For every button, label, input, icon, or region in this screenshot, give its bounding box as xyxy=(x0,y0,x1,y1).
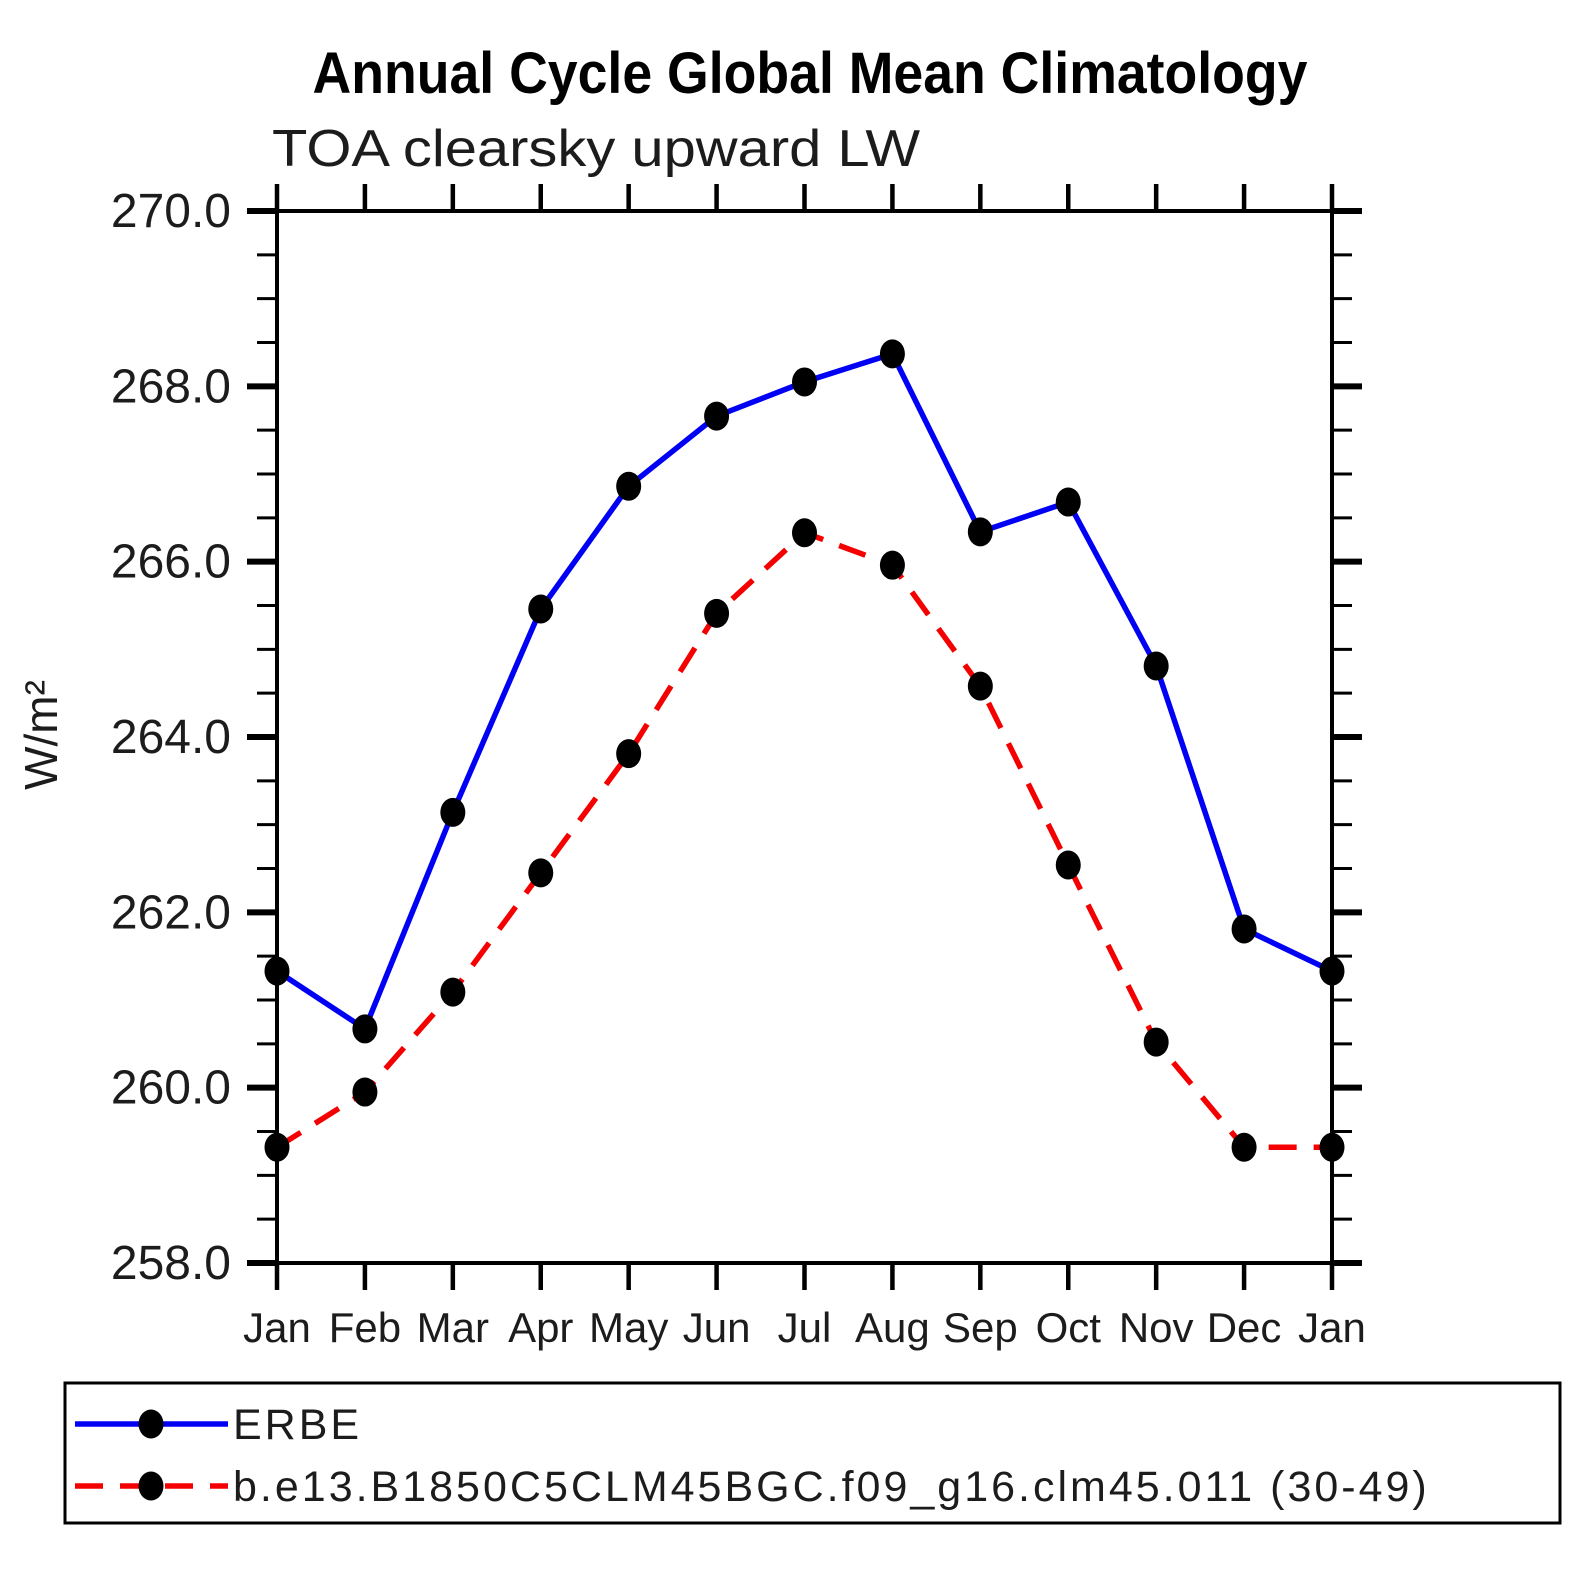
data-point xyxy=(264,1132,290,1162)
x-tick-label: Oct xyxy=(1036,1304,1102,1351)
data-point xyxy=(879,339,905,369)
data-point xyxy=(616,471,642,501)
y-tick-label: 262.0 xyxy=(111,886,231,939)
x-tick-label: Apr xyxy=(508,1304,573,1351)
data-point xyxy=(1231,1132,1257,1162)
x-tick-label: Mar xyxy=(417,1304,489,1351)
x-axis-ticks xyxy=(274,184,1335,1290)
y-tick-label: 266.0 xyxy=(111,536,231,589)
data-point xyxy=(352,1014,378,1044)
series-line-0 xyxy=(275,350,1334,1034)
y-axis-ticks xyxy=(247,208,1362,1266)
data-point xyxy=(1055,850,1081,880)
legend-label: b.e13.B1850C5CLM45BGC.f09_g16.clm45.011 … xyxy=(233,1463,1430,1511)
data-point xyxy=(704,598,730,628)
x-tick-label: Jan xyxy=(1298,1304,1366,1351)
series-line-1 xyxy=(275,529,1332,1151)
y-axis-tick-labels: 258.0 260.0 262.0 264.0 266.0 268.0 270.0 xyxy=(111,185,231,1290)
legend: ERBE b.e13.B1850C5CLM45BGC.f09_g16.clm45.… xyxy=(63,1381,1562,1525)
data-point xyxy=(792,518,817,548)
y-tick-label: 260.0 xyxy=(111,1062,231,1115)
chart-title: Annual Cycle Global Mean Climatology xyxy=(313,41,1308,106)
legend-label: ERBE xyxy=(233,1401,362,1449)
chart-subtitle: TOA clearsky upward LW xyxy=(272,120,920,178)
x-tick-label: Feb xyxy=(329,1304,401,1351)
data-point xyxy=(616,739,642,769)
x-tick-label: Jun xyxy=(683,1304,751,1351)
x-tick-label: Dec xyxy=(1207,1304,1282,1351)
y-tick-label: 258.0 xyxy=(111,1237,231,1290)
data-point xyxy=(792,367,817,397)
data-point xyxy=(352,1077,378,1107)
legend-marker xyxy=(138,1471,164,1501)
x-tick-label: Jul xyxy=(778,1304,832,1351)
data-point xyxy=(440,797,466,827)
data-point xyxy=(879,550,905,580)
x-tick-label: Nov xyxy=(1119,1304,1194,1351)
legend-marker xyxy=(138,1409,164,1439)
x-tick-label: May xyxy=(589,1304,668,1351)
data-point xyxy=(440,977,466,1007)
legend-box xyxy=(63,1381,1562,1525)
data-point xyxy=(1055,487,1081,517)
x-tick-label: Sep xyxy=(943,1304,1018,1351)
data-point xyxy=(264,956,290,986)
data-point xyxy=(528,594,554,624)
data-point xyxy=(528,858,554,888)
x-axis-tick-labels: Jan Feb Mar Apr May Jun Jul Aug Sep Oct Nov Dec Jan xyxy=(243,1304,1366,1351)
x-tick-label: Aug xyxy=(855,1304,930,1351)
y-axis-label: W/m² xyxy=(15,680,67,790)
x-tick-label: Jan xyxy=(243,1304,311,1351)
data-point xyxy=(1143,651,1169,681)
data-point xyxy=(704,401,730,431)
data-point xyxy=(967,671,993,701)
data-point xyxy=(1319,1132,1345,1162)
y-tick-label: 264.0 xyxy=(111,711,231,764)
data-series xyxy=(264,339,1345,1162)
data-point xyxy=(1319,956,1345,986)
data-point xyxy=(967,517,993,547)
data-point xyxy=(1231,914,1257,944)
y-tick-label: 268.0 xyxy=(111,360,231,413)
data-point xyxy=(1143,1027,1169,1057)
y-tick-label: 270.0 xyxy=(111,185,231,238)
